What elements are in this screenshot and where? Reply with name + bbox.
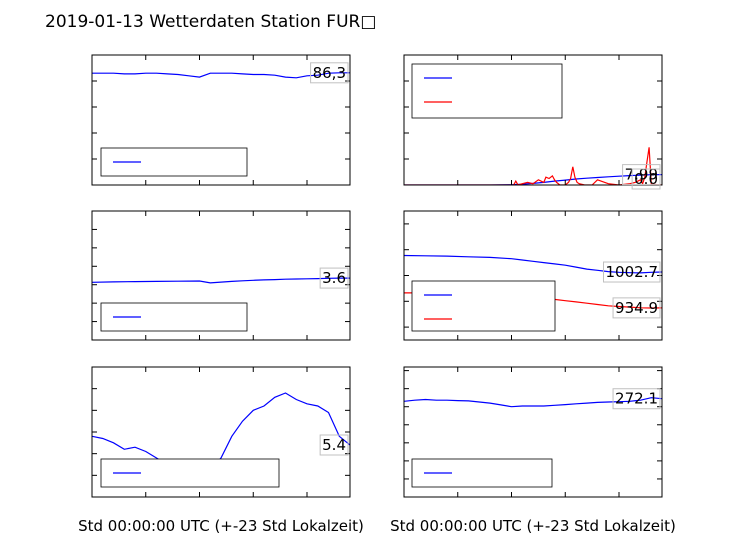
series-line-humidity-0: [92, 72, 350, 79]
series-line-wind_direction-0: [404, 397, 662, 408]
legend-box-precipitation: [411, 63, 563, 119]
value-label-box: [603, 261, 661, 283]
panel-pressure: 1002.7 934.9: [403, 210, 663, 341]
value-label-box: [319, 267, 349, 289]
value-label-box: [310, 62, 349, 84]
last-value-label: 5.4: [322, 436, 346, 454]
chart-panels: 86,3 7.990.0 3.6 1002.7 934.9 5.4 272.1 Std 00:…: [78, 54, 676, 535]
figure-title: 2019-01-13 Wetterdaten Station FUR□: [45, 12, 376, 32]
x-axis-label: Std 00:00:00 UTC (+-23 Std Lokalzeit): [390, 517, 676, 535]
value-label-box: [612, 388, 661, 410]
x-axis-label: Std 00:00:00 UTC (+-23 Std Lokalzeit): [78, 517, 364, 535]
last-value-label: 272.1: [615, 390, 658, 408]
panel-humidity: 86,3: [91, 54, 351, 186]
legend-box-temperature: [100, 302, 248, 332]
series-line-wind_speed-0: [92, 392, 350, 481]
plot-frame-humidity: [91, 54, 351, 186]
value-label-box: [631, 168, 661, 190]
series-line-precipitation-1: [404, 147, 662, 185]
legend-box-pressure: [411, 280, 556, 332]
last-value-label: 86,3: [313, 64, 346, 82]
series-line-temperature-0: [92, 277, 350, 284]
last-value-label: 3.6: [322, 269, 346, 287]
plot-frame-wind_direction: [403, 366, 663, 498]
last-value-label: 1002.7: [606, 263, 659, 281]
last-value-label: 934.9: [615, 299, 658, 317]
last-value-label: 0.0: [634, 170, 658, 188]
panel-wind_speed: 5.4: [91, 366, 351, 498]
plot-frame-precipitation: [403, 54, 663, 186]
series-line-pressure-0: [404, 254, 662, 274]
panel-wind_direction: 272.1: [403, 366, 663, 498]
panel-precipitation: 7.990.0: [403, 54, 663, 190]
plot-frame-temperature: [91, 210, 351, 341]
panel-temperature: 3.6: [91, 210, 351, 341]
value-label-box: [612, 297, 661, 319]
value-label-box: [319, 434, 349, 456]
last-value-label: 7.99: [625, 166, 658, 184]
